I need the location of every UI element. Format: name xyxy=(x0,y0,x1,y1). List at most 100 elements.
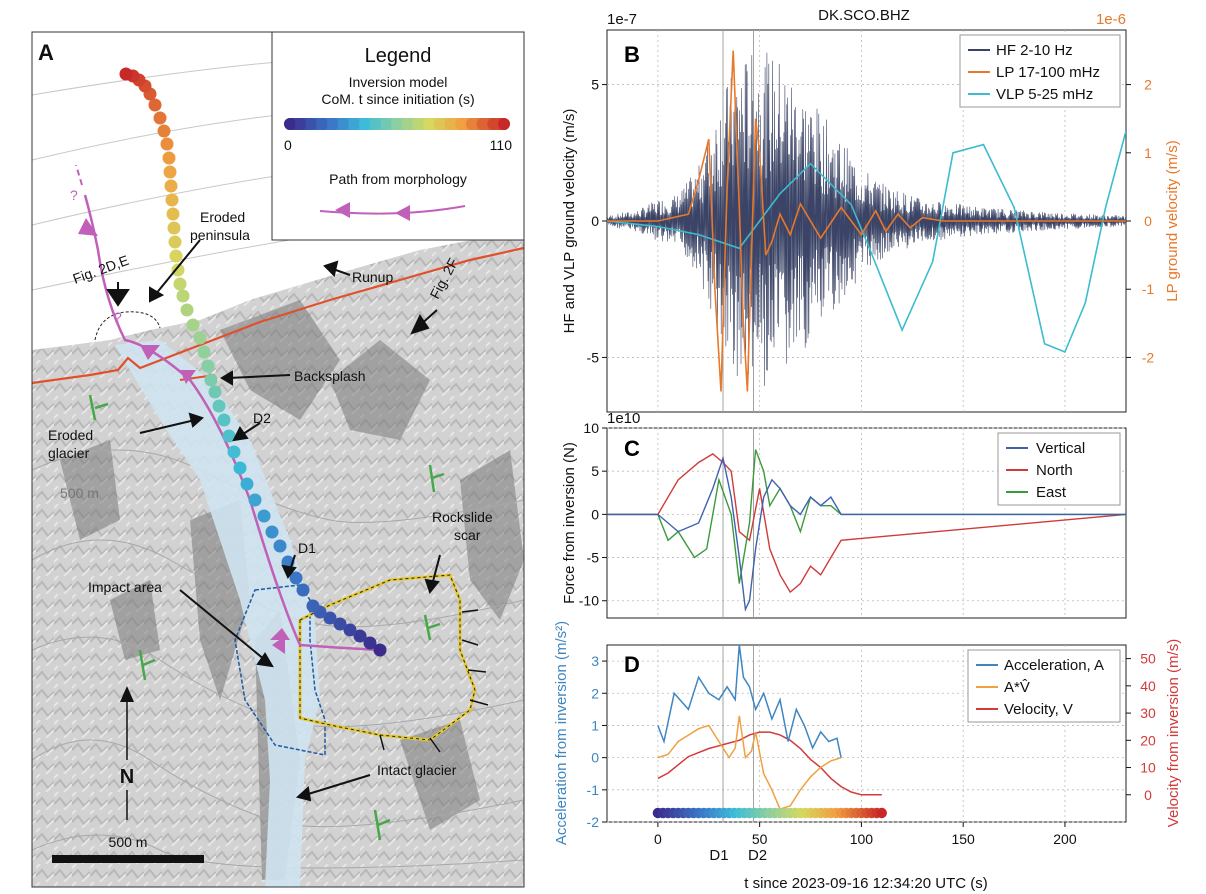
com-dot xyxy=(217,413,231,427)
colorbar-dot xyxy=(455,118,468,130)
x-tick-label: 50 xyxy=(752,831,768,847)
com-dots xyxy=(119,67,387,657)
com-dot xyxy=(163,165,177,179)
y-tick-label: -10 xyxy=(579,593,599,609)
colorbar-dot xyxy=(412,118,425,130)
y2-tick-label: 0 xyxy=(1144,213,1152,229)
label-north: N xyxy=(120,766,134,788)
label-backsplash: Backsplash xyxy=(294,368,366,384)
legend-label-vlp: VLP 5-25 mHz xyxy=(996,86,1093,103)
legend-label-lp: LP 17-100 mHz xyxy=(996,64,1100,81)
annotation-arrows xyxy=(106,239,441,802)
label-eroded-peninsula-1: Eroded xyxy=(200,209,245,225)
colorbar-dot xyxy=(316,118,329,130)
y-tick-label: 0 xyxy=(591,213,599,229)
panel-d-ylabel-right: Velocity from inversion (m/s) xyxy=(1165,639,1182,827)
com-dot xyxy=(157,124,171,138)
com-dot xyxy=(169,249,183,263)
panel-c-ticks: 10 5 0 -5 -10 xyxy=(579,420,607,609)
y2-tick-label: 50 xyxy=(1140,651,1156,667)
com-dot xyxy=(176,289,190,303)
com-dot xyxy=(119,67,133,81)
com-dot xyxy=(363,636,377,650)
legend-label-velocity: Velocity, V xyxy=(1004,701,1073,718)
com-dot xyxy=(233,461,247,475)
com-dot xyxy=(306,599,320,613)
com-dot xyxy=(296,583,310,597)
y2-tick-label: 2 xyxy=(1144,77,1152,93)
y-tick-label: -1 xyxy=(587,782,600,798)
com-dot xyxy=(222,429,236,443)
com-dot xyxy=(201,359,215,373)
label-scalebar: 500 m xyxy=(109,834,148,850)
label-question-2: ? xyxy=(114,309,122,325)
y2-tick-label: 0 xyxy=(1144,787,1152,803)
label-rockslide-1: Rockslide xyxy=(432,509,493,525)
morphology-path xyxy=(83,194,381,652)
colorbar-dot xyxy=(305,118,318,130)
map-panel xyxy=(32,32,524,887)
panel-c-letter: C xyxy=(624,436,640,461)
legend-model-line1: Inversion model xyxy=(349,74,448,90)
panel-b-letter: B xyxy=(624,42,640,67)
y-tick-label: 10 xyxy=(583,420,599,436)
label-contour-500: 500 m xyxy=(60,485,99,501)
x-tick-label: 100 xyxy=(850,831,874,847)
legend-label-acceleration: Acceleration, A xyxy=(1004,657,1104,674)
path-dashed-ext xyxy=(75,164,83,186)
com-dot xyxy=(273,539,287,553)
com-dot xyxy=(168,235,182,249)
colorbar-dot xyxy=(358,118,371,130)
com-dot xyxy=(289,571,303,585)
colorbar-dot xyxy=(423,118,436,130)
panel-b-ylabel-left: HF and VLP ground velocity (m/s) xyxy=(561,109,578,334)
panel-c-exponent: 1e10 xyxy=(607,410,640,427)
series-acceleration xyxy=(657,645,842,758)
colorbar-dot xyxy=(348,118,361,130)
y2-tick-label: -1 xyxy=(1142,281,1155,297)
colorbar-dot xyxy=(337,118,350,130)
legend-label-north: North xyxy=(1036,462,1073,479)
colorbar-dot xyxy=(401,118,414,130)
label-d2: D2 xyxy=(253,410,271,426)
legend-label-hf: HF 2-10 Hz xyxy=(996,42,1073,59)
panel-b: 5 0 -5 2 1 0 -1 -2 B DK.SCO.BHZ 1e-7 1e-6 HF an… xyxy=(561,7,1181,413)
legend-path-arrow-2 xyxy=(395,205,410,221)
y-tick-label: 5 xyxy=(591,463,599,479)
map-legend xyxy=(271,32,524,241)
colorbar-min: 0 xyxy=(284,137,292,153)
panel-a-letter: A xyxy=(38,40,54,65)
com-dot xyxy=(353,629,367,643)
com-dot xyxy=(165,193,179,207)
com-dot xyxy=(162,151,176,165)
colorbar-dot xyxy=(294,118,307,130)
panel-c-legend: Vertical North East xyxy=(997,432,1121,506)
panel-b-right-exponent: 1e-6 xyxy=(1096,11,1126,28)
y2-tick-label: 30 xyxy=(1140,705,1156,721)
colorbar-dot xyxy=(380,118,393,130)
panel-c-ylabel: Force from inversion (N) xyxy=(561,442,578,604)
colorbar-dot xyxy=(391,118,403,130)
com-dot xyxy=(173,277,187,291)
com-dot xyxy=(153,111,167,125)
com-dot xyxy=(212,399,226,413)
y-tick-label: 5 xyxy=(591,77,599,93)
colorbar-dot xyxy=(465,118,478,130)
label-d1: D1 xyxy=(298,540,316,556)
d2-label: D2 xyxy=(748,847,767,864)
y-tick-label: 2 xyxy=(591,685,599,701)
com-dot xyxy=(166,207,180,221)
label-rockslide-2: scar xyxy=(454,527,481,543)
label-eroded-glacier-2: glacier xyxy=(48,445,90,461)
legend-box xyxy=(271,32,524,241)
com-dot xyxy=(167,221,181,235)
com-dot xyxy=(171,263,185,277)
legend-label-vertical: Vertical xyxy=(1036,440,1085,457)
panel-d-letter: D xyxy=(624,652,640,677)
series-lp xyxy=(607,50,1126,392)
colorbar-dot xyxy=(326,118,339,130)
legend-label-east: East xyxy=(1036,484,1067,501)
com-dot xyxy=(248,493,262,507)
